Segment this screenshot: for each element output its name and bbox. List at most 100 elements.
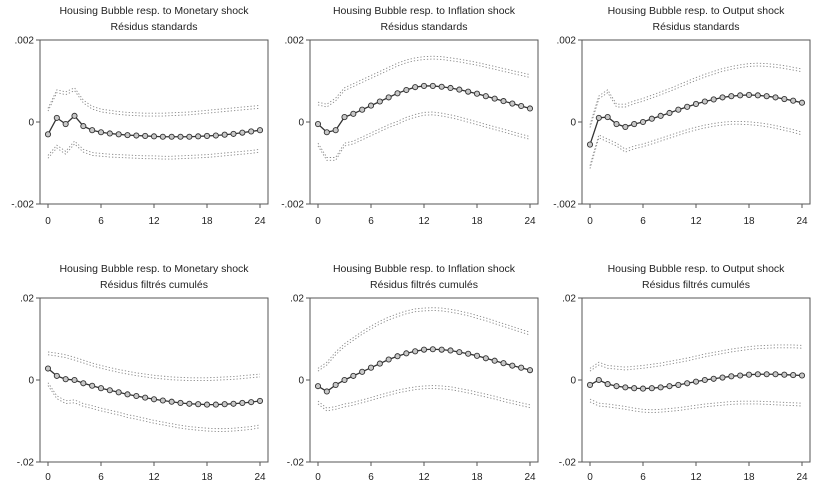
response-point	[142, 132, 149, 139]
response-point	[71, 112, 78, 119]
response-point	[332, 127, 339, 134]
x-tick-label: 12	[148, 216, 160, 227]
response-point	[465, 350, 472, 357]
response-point	[159, 133, 166, 140]
response-point	[657, 112, 664, 119]
response-point	[394, 353, 401, 360]
response-point	[692, 100, 700, 108]
response-point	[332, 381, 339, 388]
response-point	[491, 357, 498, 364]
response-point	[429, 346, 436, 353]
response-point	[500, 98, 507, 105]
response-point	[248, 128, 255, 135]
response-point	[719, 374, 726, 381]
x-tick-label: 24	[796, 472, 808, 483]
response-point	[350, 110, 357, 117]
response-point	[71, 376, 78, 384]
response-point	[394, 90, 401, 97]
response-point	[106, 387, 113, 394]
x-tick-label: 12	[418, 472, 430, 483]
response-point	[115, 389, 122, 396]
response-point	[203, 401, 211, 408]
panel-title: Housing Bubble resp. to Inflation shock	[333, 5, 516, 17]
response-point	[790, 97, 797, 104]
response-point	[526, 367, 534, 374]
response-point	[412, 84, 419, 91]
response-point	[613, 383, 620, 390]
plot-frame	[39, 39, 269, 205]
x-tick-label: 12	[690, 472, 702, 483]
response-point	[97, 129, 105, 136]
response-point	[701, 98, 708, 105]
response-point	[648, 385, 655, 392]
response-point	[737, 372, 744, 379]
response-point	[604, 381, 611, 388]
x-tick-label: 0	[45, 216, 51, 227]
response-point	[482, 355, 489, 362]
response-point	[133, 392, 140, 400]
response-point	[142, 394, 149, 401]
response-point	[595, 114, 602, 121]
response-point	[124, 132, 131, 139]
response-point	[692, 378, 700, 385]
x-tick-label: 6	[98, 472, 104, 483]
response-point	[53, 372, 60, 379]
response-point	[482, 93, 489, 100]
response-point	[62, 376, 69, 383]
response-point	[684, 103, 691, 110]
response-point	[350, 372, 357, 379]
response-point	[203, 132, 211, 139]
response-point	[239, 129, 246, 136]
x-tick-label: 18	[471, 216, 483, 227]
response-point	[80, 380, 87, 387]
plot-frame	[39, 297, 269, 463]
response-point	[177, 399, 184, 407]
panel-subtitle: Résidus standards	[381, 21, 468, 33]
response-point	[420, 82, 428, 89]
response-point	[212, 132, 219, 139]
response-point	[763, 371, 770, 378]
response-point	[420, 346, 428, 353]
response-point	[622, 123, 629, 130]
response-point	[473, 90, 481, 97]
response-point	[737, 92, 744, 99]
x-tick-label: 24	[254, 472, 266, 483]
x-tick-label: 6	[640, 216, 646, 227]
plot-frame	[309, 39, 539, 205]
response-point	[150, 396, 158, 403]
lower-band-line	[589, 398, 803, 411]
y-tick-label: -.002	[281, 200, 304, 211]
irf-panel: Housing Bubble resp. to Monetary shock Ré…	[11, 5, 269, 227]
x-tick-label: 6	[368, 472, 374, 483]
x-tick-label: 24	[524, 216, 536, 227]
panel-subtitle: Résidus filtrés cumulés	[642, 279, 750, 291]
response-point	[239, 399, 246, 407]
response-point	[168, 133, 175, 140]
response-point	[666, 383, 673, 390]
x-tick-label: 18	[743, 472, 755, 483]
lower-band-line	[589, 123, 803, 169]
response-point	[447, 84, 454, 92]
response-point	[675, 381, 682, 388]
response-point	[631, 121, 638, 128]
y-tick-label: .02	[562, 294, 576, 305]
y-tick-label: 0	[298, 118, 304, 129]
response-point	[781, 371, 788, 378]
x-tick-label: 24	[524, 472, 536, 483]
x-tick-label: 0	[315, 216, 321, 227]
response-point	[195, 133, 202, 140]
panel-subtitle: Résidus filtrés cumulés	[370, 279, 478, 291]
irf-panel: Housing Bubble resp. to Output shock Rési…	[559, 263, 811, 483]
response-point	[186, 400, 193, 407]
response-point	[376, 360, 383, 367]
y-tick-label: -.02	[17, 458, 35, 469]
response-point	[500, 360, 507, 367]
x-tick-label: 6	[368, 216, 374, 227]
response-point	[586, 381, 594, 388]
response-point	[412, 348, 419, 355]
upper-band-line	[317, 55, 531, 105]
response-point	[341, 114, 348, 121]
response-point	[115, 131, 122, 138]
response-point	[719, 94, 726, 101]
